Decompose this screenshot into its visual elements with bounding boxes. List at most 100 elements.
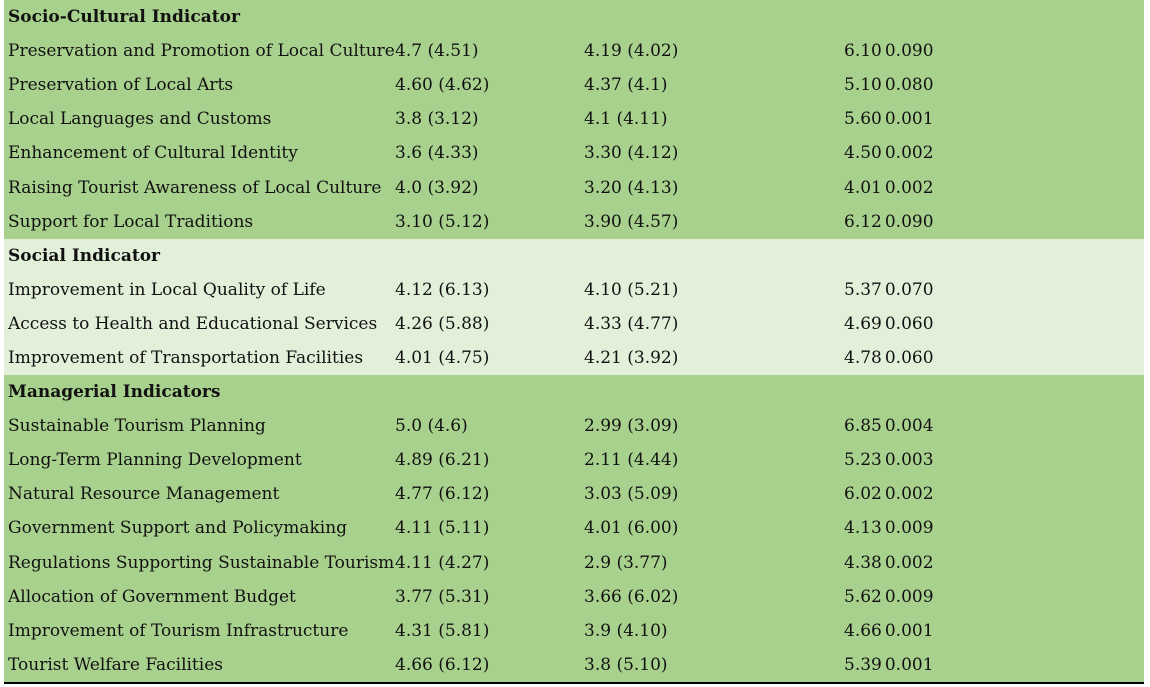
table-row: Improvement in Local Quality of Life 4.12…	[4, 272, 1145, 307]
value-group-a: 4.77 (6.12)	[391, 477, 580, 512]
value-group-a: 4.31 (5.81)	[391, 613, 580, 648]
section-header-row: Socio-Cultural Indicator	[4, 0, 1145, 35]
table-row: Support for Local Traditions 3.10 (5.12) 3…	[4, 204, 1145, 239]
p-value: 0.002	[884, 143, 934, 164]
value-group-a: 4.11 (5.11)	[391, 511, 580, 546]
value-group-b: 4.19 (4.02)	[580, 34, 840, 69]
table-row: Improvement of Tourism Infrastructure 4.3…	[4, 613, 1145, 648]
indicator-label: Improvement of Tourism Infrastructure	[4, 613, 391, 648]
p-value: 0.001	[884, 109, 934, 130]
indicator-label: Improvement of Transportation Facilities	[4, 340, 391, 376]
indicator-label: Raising Tourist Awareness of Local Cultu…	[4, 170, 391, 205]
t-value: 5.10	[844, 75, 882, 96]
statistic-cell: 4.66 0.001	[840, 613, 1145, 648]
indicator-label: Allocation of Government Budget	[4, 579, 391, 614]
value-group-a: 3.77 (5.31)	[391, 579, 580, 614]
table-row: Long-Term Planning Development 4.89 (6.21…	[4, 443, 1145, 478]
value-group-b: 4.21 (3.92)	[580, 340, 840, 376]
statistic-cell: 4.38 0.002	[840, 545, 1145, 580]
t-value: 5.23	[844, 450, 882, 471]
statistic-cell: 6.85 0.004	[840, 409, 1145, 444]
p-value: 0.003	[884, 450, 934, 471]
table-row: Enhancement of Cultural Identity 3.6 (4.3…	[4, 136, 1145, 171]
statistic-cell: 6.12 0.090	[840, 204, 1145, 239]
indicator-label: Improvement in Local Quality of Life	[4, 272, 391, 307]
value-group-b: 3.8 (5.10)	[580, 647, 840, 682]
table-row: Tourist Welfare Facilities 4.66 (6.12) 3.8…	[4, 647, 1145, 682]
statistic-cell: 4.69 0.060	[840, 306, 1145, 341]
t-value: 5.39	[844, 654, 882, 675]
indicator-table-body: Socio-Cultural Indicator Preservation and…	[4, 0, 1145, 682]
statistic-cell: 4.78 0.060	[840, 340, 1145, 376]
table-row: Sustainable Tourism Planning 5.0 (4.6) 2.9…	[4, 409, 1145, 444]
value-group-b: 3.90 (4.57)	[580, 204, 840, 239]
value-group-b: 3.66 (6.02)	[580, 579, 840, 614]
p-value: 0.060	[884, 313, 934, 334]
table-row: Government Support and Policymaking 4.11 …	[4, 511, 1145, 546]
value-group-b: 2.99 (3.09)	[580, 409, 840, 444]
value-group-b: 4.01 (6.00)	[580, 511, 840, 546]
t-value: 4.50	[844, 143, 882, 164]
t-value: 4.66	[844, 620, 882, 641]
value-group-b: 3.20 (4.13)	[580, 170, 840, 205]
table-row: Access to Health and Educational Service…	[4, 306, 1145, 341]
t-value: 6.02	[844, 484, 882, 505]
indicator-label: Natural Resource Management	[4, 477, 391, 512]
t-value: 4.01	[844, 177, 882, 198]
value-group-a: 3.10 (5.12)	[391, 204, 580, 239]
p-value: 0.002	[884, 484, 934, 505]
indicator-label: Enhancement of Cultural Identity	[4, 136, 391, 171]
table-row: Improvement of Transportation Facilities…	[4, 340, 1145, 376]
t-value: 6.85	[844, 416, 882, 437]
value-group-a: 5.0 (4.6)	[391, 409, 580, 444]
value-group-a: 3.6 (4.33)	[391, 136, 580, 171]
statistic-cell: 4.01 0.002	[840, 170, 1145, 205]
value-group-a: 4.60 (4.62)	[391, 68, 580, 103]
p-value: 0.001	[884, 654, 934, 675]
value-group-a: 4.0 (3.92)	[391, 170, 580, 205]
statistic-cell: 4.50 0.002	[840, 136, 1145, 171]
t-value: 4.13	[844, 518, 882, 539]
p-value: 0.009	[884, 518, 934, 539]
table-bottom-rule	[4, 682, 1144, 684]
table-row: Preservation and Promotion of Local Cult…	[4, 34, 1145, 69]
p-value: 0.090	[884, 41, 934, 62]
value-group-b: 2.9 (3.77)	[580, 545, 840, 580]
value-group-a: 4.26 (5.88)	[391, 306, 580, 341]
value-group-a: 4.11 (4.27)	[391, 545, 580, 580]
value-group-b: 3.9 (4.10)	[580, 613, 840, 648]
section-title: Socio-Cultural Indicator	[4, 0, 1145, 35]
section-header-row: Social Indicator	[4, 238, 1145, 273]
value-group-a: 4.12 (6.13)	[391, 272, 580, 307]
t-value: 5.62	[844, 586, 882, 607]
section-header-row: Managerial Indicators	[4, 375, 1145, 410]
indicator-label: Preservation of Local Arts	[4, 68, 391, 103]
value-group-b: 4.37 (4.1)	[580, 68, 840, 103]
p-value: 0.001	[884, 620, 934, 641]
t-value: 5.37	[844, 279, 882, 300]
indicator-label: Government Support and Policymaking	[4, 511, 391, 546]
statistic-cell: 4.13 0.009	[840, 511, 1145, 546]
value-group-b: 4.33 (4.77)	[580, 306, 840, 341]
t-value: 6.10	[844, 41, 882, 62]
t-value: 4.78	[844, 347, 882, 368]
table-row: Preservation of Local Arts 4.60 (4.62) 4.3…	[4, 68, 1145, 103]
indicator-label: Regulations Supporting Sustainable Touri…	[4, 545, 394, 580]
p-value: 0.080	[884, 75, 934, 96]
t-value: 6.12	[844, 211, 882, 232]
p-value: 0.060	[884, 347, 934, 368]
t-value: 4.38	[844, 552, 882, 573]
statistic-cell: 5.10 0.080	[840, 68, 1145, 103]
value-group-b: 3.03 (5.09)	[580, 477, 840, 512]
t-value: 5.60	[844, 109, 882, 130]
table-row: Raising Tourist Awareness of Local Cultu…	[4, 170, 1145, 205]
statistic-cell: 5.62 0.009	[840, 579, 1145, 614]
p-value: 0.002	[884, 552, 934, 573]
indicator-label: Sustainable Tourism Planning	[4, 409, 391, 444]
p-value: 0.002	[884, 177, 934, 198]
value-group-a: 4.89 (6.21)	[391, 443, 580, 478]
section-title: Managerial Indicators	[4, 375, 1145, 410]
table-row: Regulations Supporting Sustainable Touri…	[4, 545, 1145, 580]
statistic-cell: 5.23 0.003	[840, 443, 1145, 478]
table-row: Natural Resource Management 4.77 (6.12) 3.…	[4, 477, 1145, 512]
